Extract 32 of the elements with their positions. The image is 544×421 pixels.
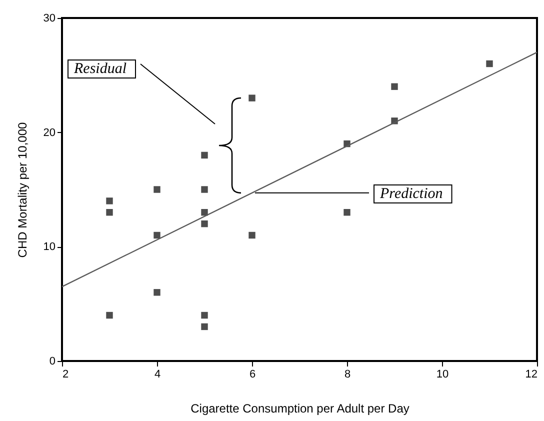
point [201, 312, 208, 319]
y-axis-title: CHD Mortality per 10,000 [15, 122, 30, 258]
annotation: Residual [73, 61, 126, 77]
x-tick-label: 6 [249, 368, 256, 380]
x-tick-label: 8 [344, 368, 351, 380]
x-tick-label: 10 [436, 368, 449, 380]
y-tick-label: 20 [43, 126, 56, 139]
x-tick-label: 4 [154, 368, 161, 380]
point [201, 323, 208, 330]
point [248, 232, 256, 239]
point [391, 83, 398, 90]
point [391, 118, 398, 124]
point [344, 209, 350, 216]
point [248, 94, 256, 102]
point [154, 232, 160, 239]
annotation: Prediction [379, 186, 443, 202]
x-tick-label: 12 [525, 368, 538, 380]
point [106, 209, 113, 216]
point [201, 209, 208, 216]
y-tick-label: 0 [49, 356, 56, 368]
x-tick-label: 2 [62, 368, 69, 380]
point [106, 312, 113, 319]
point [106, 198, 113, 204]
point [154, 186, 160, 193]
y-tick-label: 10 [43, 241, 56, 254]
point [154, 289, 160, 296]
y-tick-label: 30 [43, 12, 56, 24]
point [201, 186, 208, 193]
x-axis-title: Cigarette Consumption per Adult per Day [190, 402, 410, 416]
point [201, 152, 208, 159]
point [486, 60, 493, 68]
point [201, 220, 208, 228]
